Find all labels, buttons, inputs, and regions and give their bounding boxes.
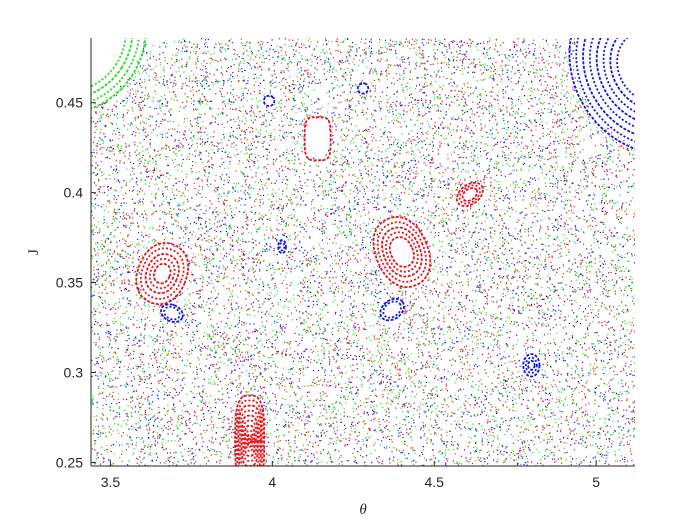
invariant-curve — [247, 436, 252, 445]
invariant-curve — [372, 215, 432, 289]
invariant-curve — [582, 38, 635, 136]
invariant-curve — [135, 242, 190, 306]
y-tick-label: 0.4 — [64, 185, 84, 201]
island-11-blue — [262, 94, 276, 107]
y-tick-label: 0.35 — [56, 275, 83, 291]
invariant-curves — [91, 38, 635, 466]
invariant-curve — [139, 247, 185, 300]
island-1-red — [234, 394, 266, 466]
invariant-curve — [91, 38, 134, 95]
invariant-curve — [91, 38, 127, 88]
x-tick-label: 4.5 — [425, 474, 445, 490]
invariant-curve — [568, 38, 635, 150]
axes — [90, 38, 635, 467]
island-8-blue — [160, 303, 184, 323]
invariant-curve — [595, 38, 635, 121]
invariant-curve — [522, 353, 541, 378]
plot-area — [91, 38, 635, 466]
y-ticks: 0.25 0.3 0.35 0.4 0.45 — [56, 95, 96, 470]
invariant-curve — [152, 262, 172, 285]
island-6-red — [455, 181, 484, 208]
y-tick-label: 0.45 — [56, 95, 83, 111]
y-tick-label: 0.25 — [56, 454, 83, 470]
invariant-curve — [525, 356, 538, 374]
invariant-curve — [234, 394, 266, 466]
invariant-curve — [240, 414, 259, 466]
invariant-curve — [303, 116, 332, 162]
invariant-curve — [384, 231, 419, 273]
x-ticks: 3.5 4 4.5 5 — [101, 461, 600, 490]
invariant-curve — [575, 38, 635, 143]
invariant-curve — [388, 236, 415, 268]
invariant-curve — [616, 38, 635, 97]
island-12-blue — [356, 82, 370, 95]
island-4-red — [372, 215, 432, 289]
chaotic-points-green — [91, 38, 635, 466]
island-5-red — [135, 242, 190, 306]
invariant-curve — [461, 187, 479, 202]
x-tick-label: 5 — [592, 474, 600, 490]
invariant-curve — [381, 226, 423, 278]
x-tick-label: 4 — [268, 474, 276, 490]
y-axis-label: J — [26, 249, 42, 255]
invariant-curve — [262, 94, 276, 107]
invariant-curve — [609, 38, 635, 105]
invariant-curve — [163, 305, 181, 321]
x-axis-label: θ — [359, 502, 367, 518]
invariant-curve — [246, 433, 253, 448]
chaotic-points-red — [91, 38, 635, 466]
invariant-curve — [589, 38, 635, 128]
invariant-curve — [458, 184, 481, 205]
invariant-curve — [527, 359, 536, 371]
invariant-curve — [239, 409, 261, 466]
island-2-blue — [568, 38, 635, 150]
y-tick-label: 0.3 — [64, 364, 84, 380]
invariant-curve — [243, 424, 256, 457]
chaotic-sea-points — [91, 38, 635, 466]
invariant-curve — [356, 82, 370, 95]
invariant-curve — [379, 297, 405, 322]
invariant-curve — [277, 239, 287, 255]
invariant-curve — [237, 404, 262, 466]
island-9-blue — [522, 353, 541, 378]
invariant-curve — [455, 181, 484, 208]
island-13-red — [303, 116, 332, 162]
invariant-curve — [382, 300, 402, 319]
invariant-curve — [160, 303, 184, 323]
island-10-blue — [277, 239, 287, 255]
invariant-curve — [376, 221, 427, 283]
x-tick-label: 3.5 — [101, 474, 121, 490]
invariant-curve — [144, 253, 180, 295]
invariant-curve — [278, 241, 286, 252]
island-7-blue — [379, 297, 405, 322]
invariant-curve — [245, 429, 254, 452]
